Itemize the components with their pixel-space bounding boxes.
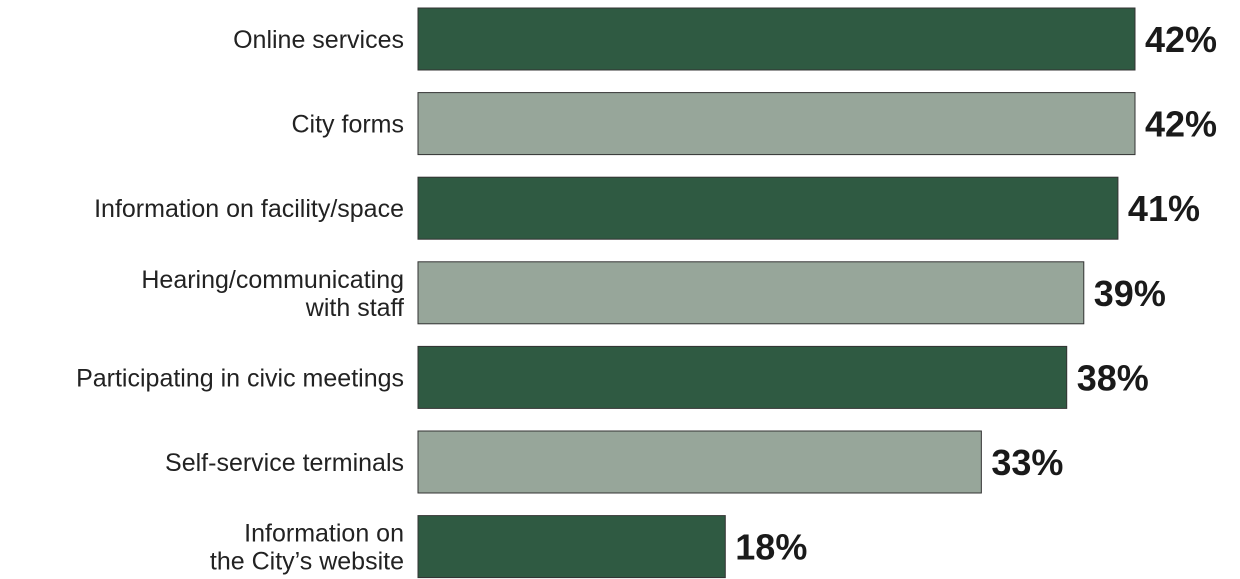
- category-label-1: Online services: [233, 26, 404, 54]
- value-label-1: 42%: [1145, 19, 1217, 60]
- category-label-6: Self-service terminals: [165, 449, 404, 477]
- bar-1: [417, 7, 1136, 71]
- bar-5: [417, 345, 1068, 409]
- value-label-3: 41%: [1128, 188, 1200, 229]
- category-label-4: Hearing/communicating with staff: [141, 266, 404, 322]
- category-label-2: City forms: [292, 111, 405, 139]
- value-label-7: 18%: [735, 527, 807, 568]
- bar-3: [417, 176, 1119, 240]
- value-label-2: 42%: [1145, 104, 1217, 145]
- value-label-5: 38%: [1077, 357, 1149, 398]
- value-label-4: 39%: [1094, 273, 1166, 314]
- bar-7: [417, 515, 726, 579]
- category-label-5: Participating in civic meetings: [76, 364, 404, 392]
- category-label-7: Information on the City’s website: [210, 520, 404, 576]
- bar-6: [417, 430, 982, 494]
- value-label-6: 33%: [991, 442, 1063, 483]
- bar-2: [417, 92, 1136, 156]
- category-label-3: Information on facility/space: [94, 195, 404, 223]
- bar-4: [417, 261, 1085, 325]
